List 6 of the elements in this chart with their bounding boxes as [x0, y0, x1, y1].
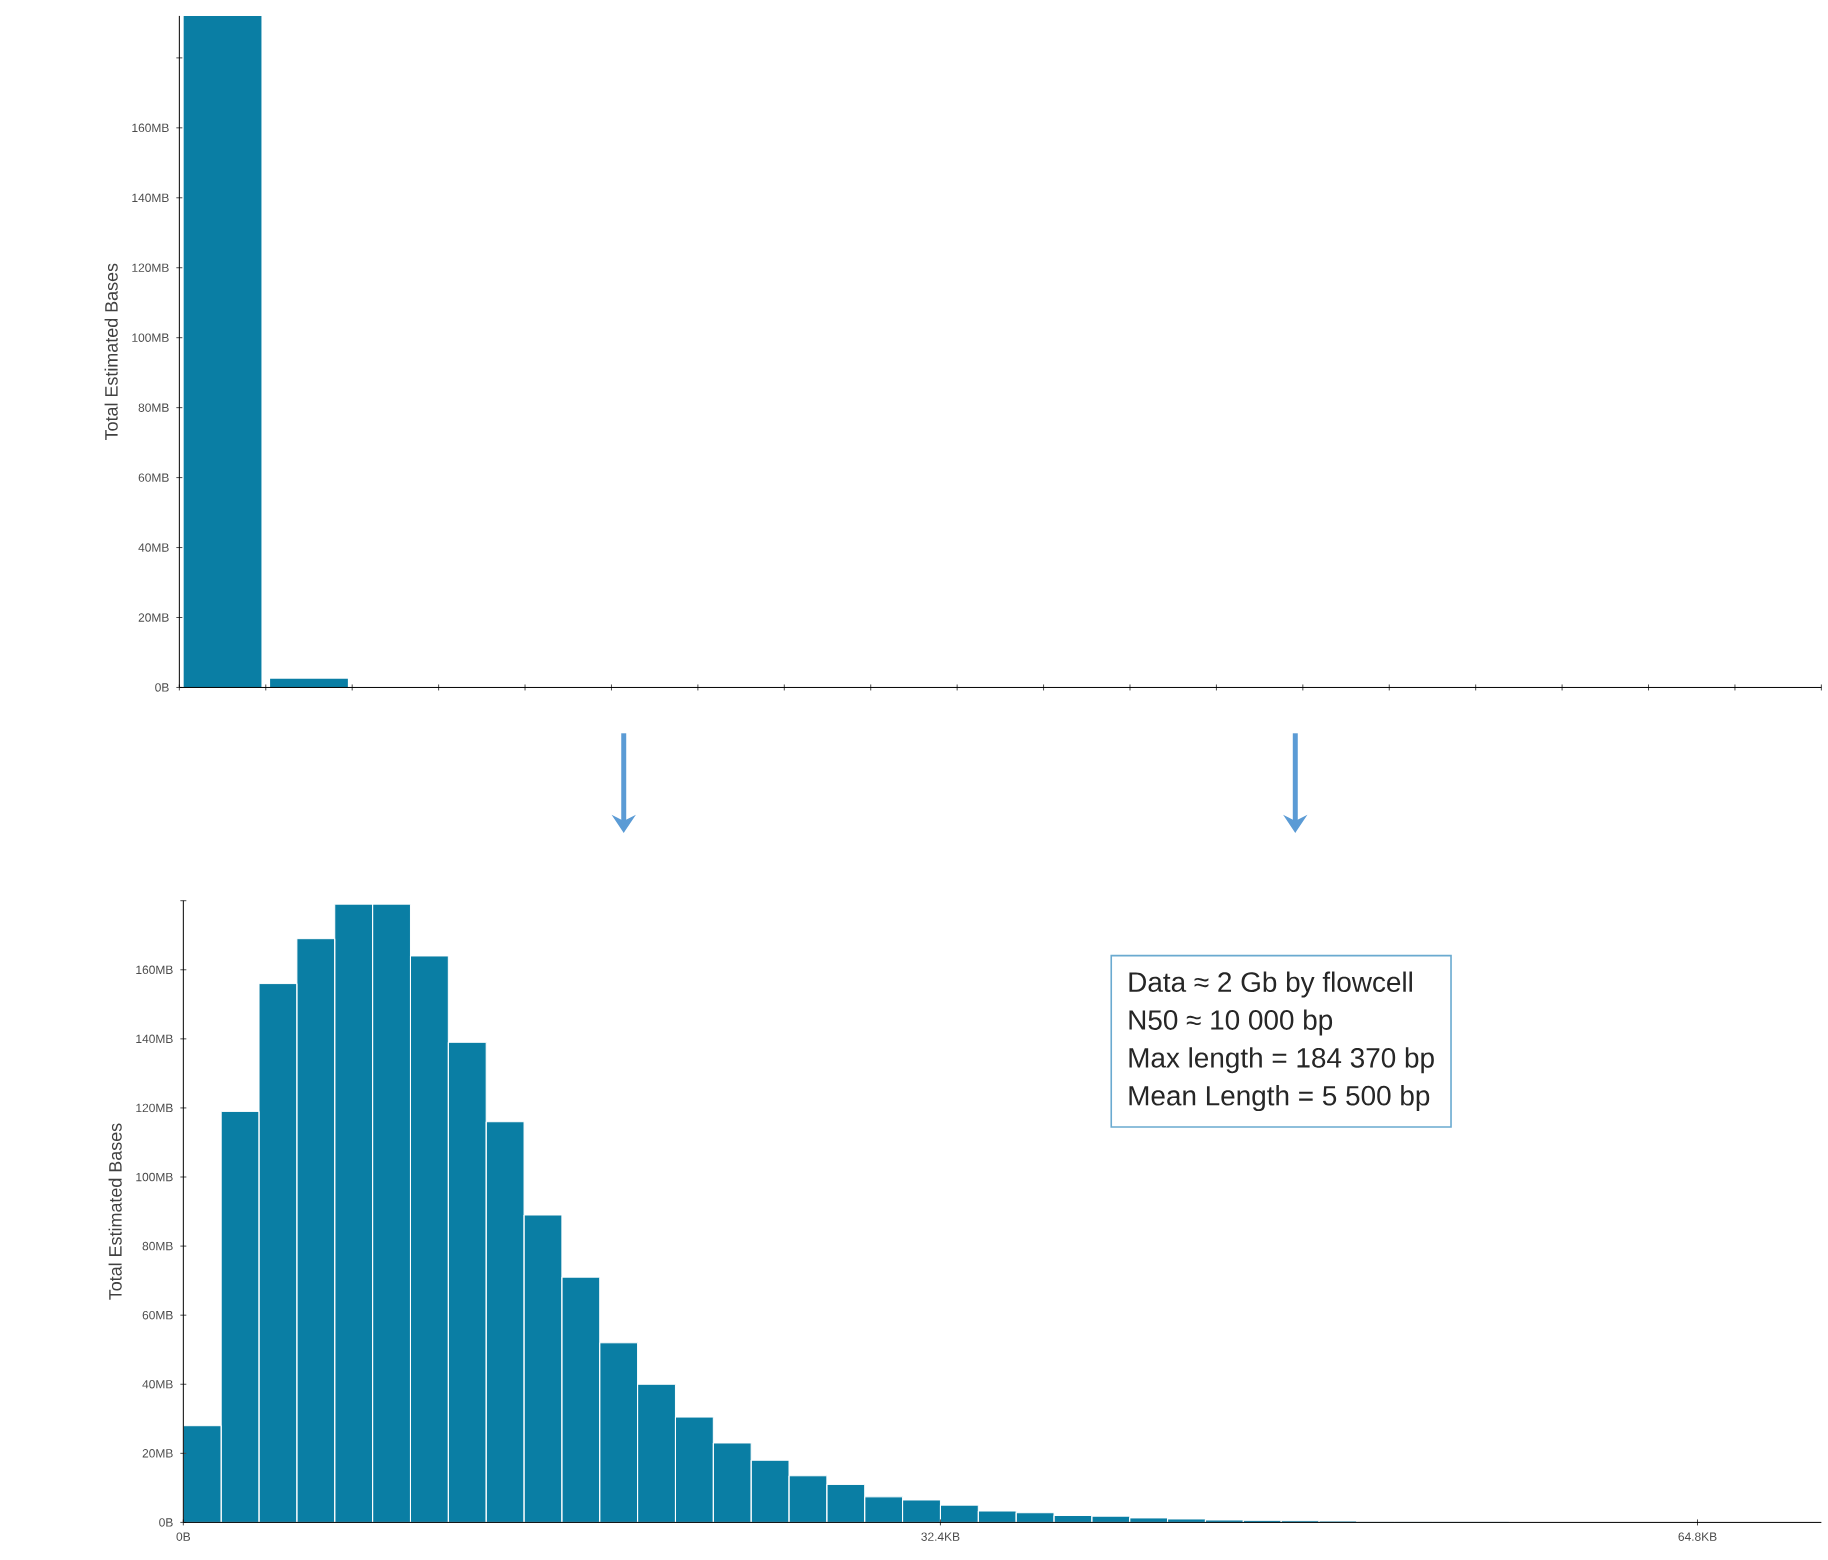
annotation: N50 ≈ 10 000 bp — [1129, 1009, 1333, 1036]
y-axis-title: Total Estimated Bases — [108, 1123, 122, 1300]
annotation: Mean Length = 5 500 bp — [1129, 1084, 1430, 1111]
annotation: Data ≈ 2 Gb by flowcell — [1129, 971, 1412, 998]
annotation: Max length = 184 370 bp — [1129, 1047, 1434, 1074]
y-axis-title: Total Estimated Bases — [104, 263, 118, 440]
